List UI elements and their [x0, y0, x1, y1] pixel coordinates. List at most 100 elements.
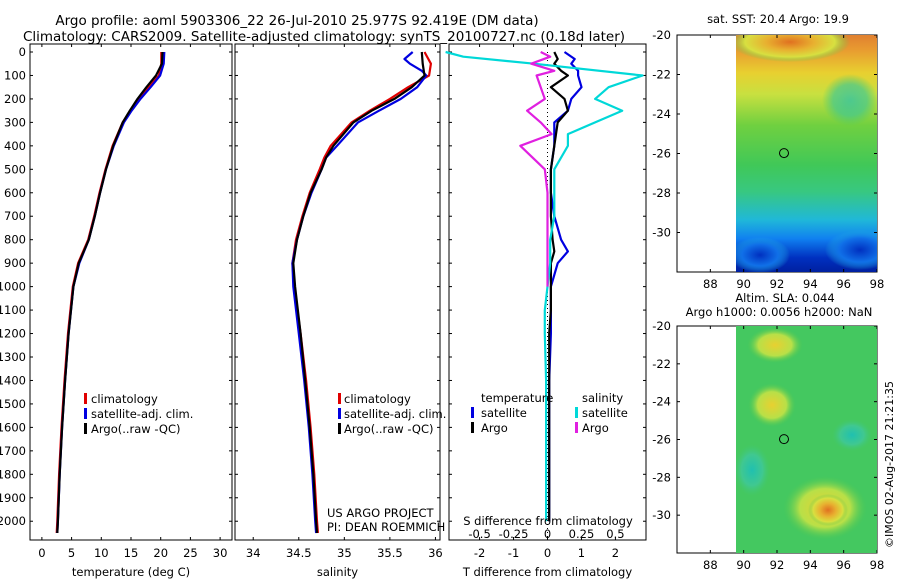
x-tick-label: 36 — [428, 546, 443, 560]
sla-low-patch-west — [736, 444, 770, 496]
map-y-tick-label: -24 — [652, 107, 671, 121]
map-x-tick-label: 98 — [870, 558, 885, 572]
sst-map-title: sat. SST: 20.4 Argo: 19.9 — [707, 12, 849, 26]
x-top-tick-label: 0.5 — [606, 527, 624, 541]
legend-label-sal-argo: Argo — [582, 421, 609, 435]
x-top-tick-label: 0.25 — [569, 527, 595, 541]
legend-swatch-argo — [338, 423, 341, 434]
sla-low-patch — [832, 419, 872, 451]
x-top-tick-label: 0 — [544, 527, 551, 541]
map-x-tick-label: 96 — [836, 558, 851, 572]
sst-deep-patch-east — [825, 230, 877, 270]
map-y-tick-label: -28 — [652, 470, 671, 484]
x-top-tick-label: -0.5 — [468, 527, 490, 541]
legend-header-salinity: salinity — [582, 391, 623, 405]
legend-swatch-sal-argo — [575, 422, 578, 433]
series-line-temperature-argo — [548, 51, 570, 522]
legend-label-satellite: satellite-adj. clim. — [344, 407, 446, 421]
x-tick-label: 0 — [544, 546, 551, 560]
sst-cool-patch — [822, 74, 877, 126]
map-x-tick-label: 88 — [703, 558, 718, 572]
x-tick-label: 34.5 — [286, 546, 312, 560]
sla-map: Altim. SLA: 0.044 Argo h1000: 0.0056 h20… — [652, 291, 884, 572]
x-tick-label: -1 — [508, 546, 519, 560]
sst-field — [736, 35, 877, 272]
legend-label-climatology: climatology — [91, 392, 158, 406]
y-tick-label: 1900 — [0, 491, 26, 505]
map-x-tick-label: 90 — [736, 277, 751, 291]
x-tick-label: 0 — [38, 546, 45, 560]
y-tick-label: 1800 — [0, 467, 26, 481]
y-tick-label: 1200 — [0, 327, 26, 341]
sla-high-patch-north — [747, 327, 803, 363]
map-y-tick-label: -20 — [652, 28, 671, 42]
map-x-tick-label: 92 — [770, 277, 785, 291]
map-y-tick-label: -30 — [652, 508, 671, 522]
temperature-panel: 0100200300400500600700800900100011001200… — [0, 43, 233, 579]
legend-header-temperature: temperature — [481, 391, 553, 405]
sst-deep-patch-west — [736, 237, 790, 272]
map-y-tick-label: -22 — [652, 68, 671, 82]
series-line-salinity-satellite — [445, 50, 644, 522]
pi-annotation: PI: DEAN ROEMMICH — [327, 520, 445, 534]
imos-credit: ©IMOS 02-Aug-2017 21:21:35 — [883, 381, 896, 548]
x-tick-label: 5 — [68, 546, 75, 560]
sst-profile-marker — [779, 148, 789, 159]
map-x-tick-label: 98 — [870, 277, 885, 291]
map-y-tick-label: -26 — [652, 147, 671, 161]
x-axis-label: temperature (deg C) — [72, 565, 190, 579]
difference-legend: temperature salinity satellite Argo sate… — [471, 391, 628, 435]
map-y-tick-label: -22 — [652, 357, 671, 371]
y-tick-label: 1700 — [0, 444, 26, 458]
y-tick-label: 500 — [4, 162, 26, 176]
legend-swatch-temp-argo — [471, 422, 474, 433]
legend-swatch-satellite — [84, 408, 87, 419]
legend-label-argo: Argo(..raw -QC) — [91, 422, 181, 436]
map-x-tick-label: 96 — [836, 277, 851, 291]
x-axis-label: salinity — [317, 565, 358, 579]
salinity-panel: 34 34.5 35 35.5 36 salinity — [234, 43, 443, 579]
figure-title-line1: Argo profile: aoml 5903306_22 26-Jul-201… — [55, 13, 538, 29]
y-tick-label: 1000 — [0, 280, 26, 294]
y-tick-label: 0 — [19, 45, 26, 59]
y-tick-label: 200 — [4, 92, 26, 106]
y-tick-label: 300 — [4, 115, 26, 129]
y-tick-label: 900 — [4, 256, 26, 270]
x-tick-label: 35.5 — [377, 546, 403, 560]
legend-swatch-temp-satellite — [471, 407, 474, 418]
sla-peak-patch — [808, 494, 848, 526]
y-tick-label: 2000 — [0, 514, 26, 528]
y-tick-label: 1600 — [0, 420, 26, 434]
y-tick-label: 800 — [4, 233, 26, 247]
sla-high-patch-mid — [748, 383, 796, 427]
x-tick-label: 20 — [153, 546, 168, 560]
x-tick-label: 34 — [246, 546, 261, 560]
legend-swatch-climatology — [338, 393, 341, 404]
sla-field — [736, 326, 877, 553]
map-y-tick-label: -28 — [652, 186, 671, 200]
sla-map-subtitle: Argo h1000: 0.0056 h2000: NaN — [686, 305, 873, 319]
y-tick-label: 400 — [4, 139, 26, 153]
map-x-tick-label: 92 — [770, 558, 785, 572]
x-axis-label: T difference from climatology — [462, 565, 633, 579]
legend-label-argo: Argo(..raw -QC) — [344, 422, 434, 436]
difference-panel: -2 -1 0 1 2 -0.5 -0.25 0 0.25 0.5 T difference fro… — [445, 43, 647, 579]
series-line-salinity-argo — [519, 51, 556, 287]
map-x-tick-label: 94 — [803, 558, 818, 572]
map-x-tick-label: 88 — [703, 277, 718, 291]
y-tick-label: 1400 — [0, 373, 26, 387]
map-x-tick-label: 90 — [736, 558, 751, 572]
y-tick-label: 100 — [4, 68, 26, 82]
legend-label-temp-argo: Argo — [481, 421, 508, 435]
s-difference-axis-label: S difference from climatology — [463, 514, 633, 528]
x-tick-label: 10 — [94, 546, 109, 560]
map-y-tick-label: -24 — [652, 395, 671, 409]
project-annotation: US ARGO PROJECT — [327, 506, 435, 520]
panel-frame — [234, 43, 441, 541]
legend-swatch-argo — [84, 423, 87, 434]
y-tick-label: 1300 — [0, 350, 26, 364]
legend-label-temp-satellite: satellite — [481, 406, 527, 420]
map-y-tick-label: -20 — [652, 319, 671, 333]
series-line-argo-raw-qc- — [56, 51, 164, 534]
